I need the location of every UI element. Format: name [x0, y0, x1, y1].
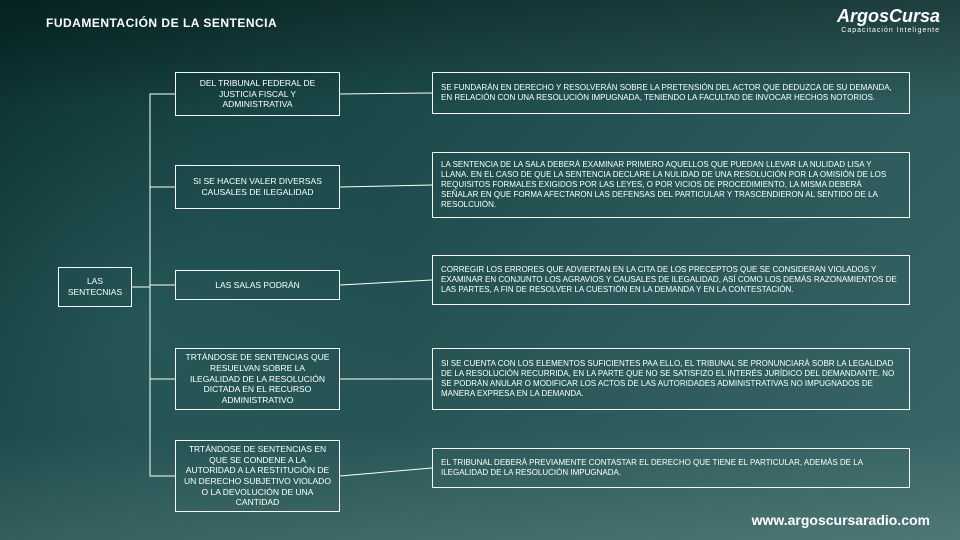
mid-node-3: TRTÁNDOSE DE SENTENCIAS QUE RESUELVAN SO…	[175, 348, 340, 410]
logo: ArgosCursa Capacitación Inteligente	[837, 6, 940, 34]
website-url: www.argoscursaradio.com	[752, 512, 930, 528]
right-node-0: SE FUNDARÁN EN DERECHO Y RESOLVERÁN SOBR…	[432, 72, 910, 114]
mid-node-2: LAS SALAS PODRÁN	[175, 270, 340, 300]
logo-sub: Capacitación Inteligente	[837, 27, 940, 34]
diagram-area: LAS SENTECNIAS DEL TRIBUNAL FEDERAL DE J…	[0, 60, 960, 500]
right-node-4: EL TRIBUNAL DEBERÁ PREVIAMENTE CONTASTAR…	[432, 448, 910, 488]
right-node-1: LA SENTENCIA DE LA SALA DEBERÁ EXAMINAR …	[432, 152, 910, 218]
page-title: FUDAMENTACIÓN DE LA SENTENCIA	[46, 16, 277, 30]
mid-node-0: DEL TRIBUNAL FEDERAL DE JUSTICIA FISCAL …	[175, 72, 340, 116]
mid-node-1: SI SE HACEN VALER DIVERSAS CAUSALES DE I…	[175, 165, 340, 209]
logo-main: ArgosCursa	[837, 6, 940, 27]
right-node-3: SI SE CUENTA CON LOS ELEMENTOS SUFICIENT…	[432, 348, 910, 410]
mid-node-4: TRTÁNDOSE DE SENTENCIAS EN QUE SE CONDEN…	[175, 440, 340, 512]
root-node: LAS SENTECNIAS	[58, 267, 132, 307]
right-node-2: CORREGIR LOS ERRORES QUE ADVIERTAN EN LA…	[432, 255, 910, 305]
